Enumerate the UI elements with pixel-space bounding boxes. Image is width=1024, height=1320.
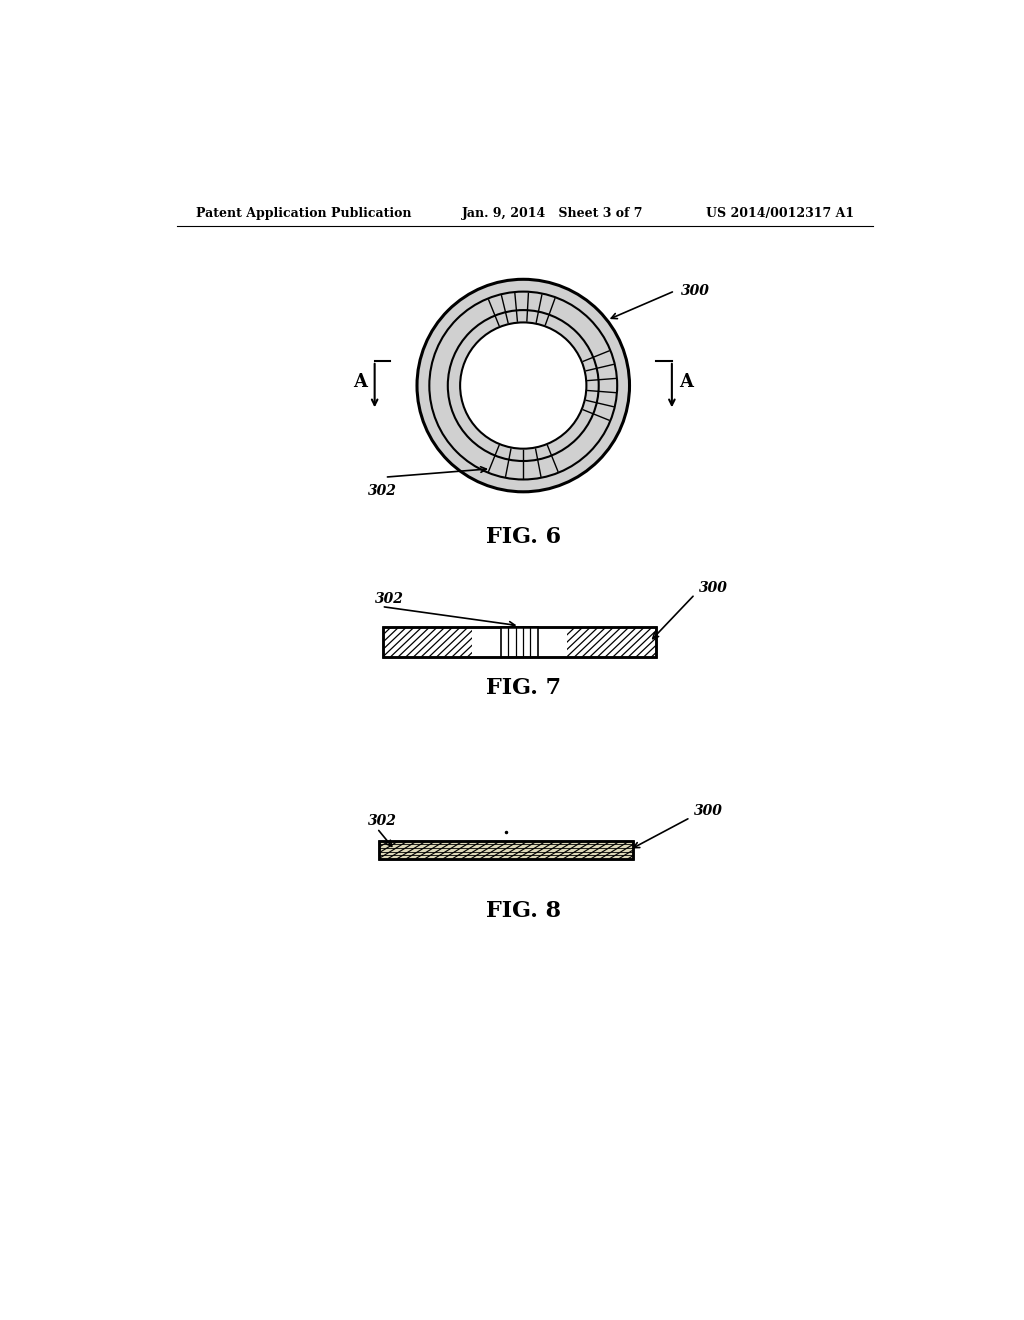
- Bar: [501, 627, 538, 657]
- Bar: [379, 841, 634, 859]
- Text: 300: 300: [694, 804, 723, 818]
- Text: 302: 302: [368, 484, 396, 498]
- Text: US 2014/0012317 A1: US 2014/0012317 A1: [707, 207, 854, 220]
- Text: FIG. 7: FIG. 7: [485, 677, 561, 700]
- Circle shape: [417, 280, 630, 492]
- Text: FIG. 8: FIG. 8: [485, 900, 561, 923]
- Text: 300: 300: [698, 581, 728, 595]
- Text: 302: 302: [368, 813, 396, 828]
- Bar: [383, 627, 656, 657]
- Text: FIG. 6: FIG. 6: [485, 527, 561, 548]
- Bar: [379, 841, 634, 859]
- Text: 300: 300: [681, 284, 710, 298]
- Text: A: A: [353, 372, 367, 391]
- Text: Jan. 9, 2014   Sheet 3 of 7: Jan. 9, 2014 Sheet 3 of 7: [462, 207, 643, 220]
- Circle shape: [460, 322, 587, 449]
- Text: Patent Application Publication: Patent Application Publication: [196, 207, 412, 220]
- Text: 302: 302: [376, 591, 404, 606]
- Text: A: A: [680, 372, 693, 391]
- Bar: [383, 627, 656, 657]
